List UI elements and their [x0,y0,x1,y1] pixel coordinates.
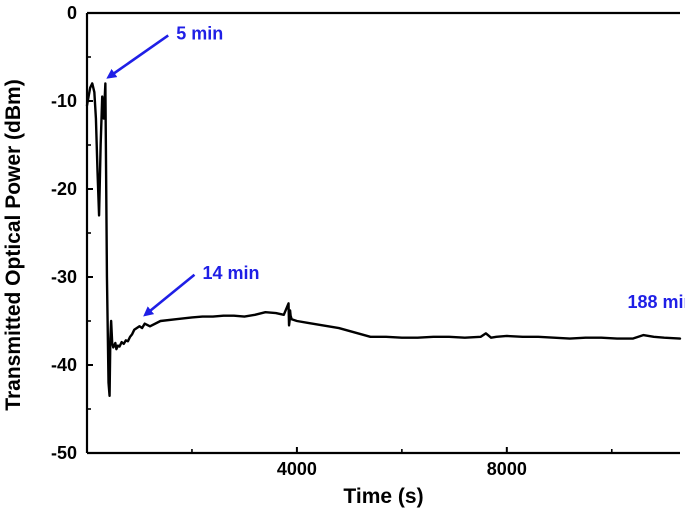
y-tick-label: -20 [51,179,77,199]
x-axis-title: Time (s) [343,485,423,508]
annotation-arrow [143,273,196,317]
annotation-label: 5 min [176,23,223,43]
x-tick-label: 8000 [487,459,527,479]
y-tick-label: -10 [51,91,77,111]
annotation-label: 14 min [202,263,259,283]
y-axis-title: Transmitted Optical Power (dBm) [2,79,25,410]
annotation-arrow [106,34,169,79]
series-line [85,82,682,397]
plot-area: 0 -10 -20 -30 -40 -50 4000 8000 5 min 14 min 188 m… [51,3,685,479]
y-tick-label: 0 [67,3,77,23]
annotation-label: 188 min [628,292,685,312]
y-tick-label: -40 [51,355,77,375]
y-tick-label: -30 [51,267,77,287]
y-tick-label: -50 [51,443,77,463]
x-tick-label: 4000 [277,459,317,479]
